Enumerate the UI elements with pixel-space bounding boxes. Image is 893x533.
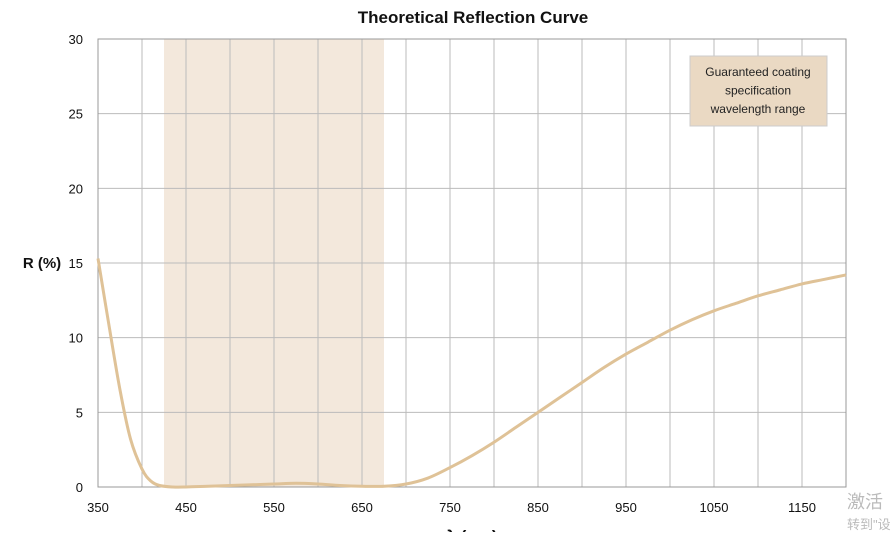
reflection-curve (96, 258, 847, 489)
x-tick-label: 850 (527, 500, 549, 515)
x-tick-label: 350 (87, 500, 109, 515)
x-axis-label: λ (nm) (447, 527, 498, 532)
watermark-line1: 激活 (847, 492, 883, 512)
x-tick-label: 750 (439, 500, 461, 515)
x-tick-label: 1050 (700, 500, 729, 515)
x-tick-label: 450 (175, 500, 197, 515)
y-tick-label: 25 (69, 107, 83, 122)
y-tick-label: 0 (76, 480, 83, 495)
legend-box (689, 55, 828, 127)
y-tick-label: 5 (76, 405, 83, 420)
y-tick-label: 10 (69, 331, 83, 346)
x-tick-label: 1150 (788, 500, 816, 515)
y-tick-label: 20 (69, 181, 83, 196)
chart-title: Theoretical Reflection Curve (357, 8, 589, 27)
x-tick-label: 650 (351, 500, 373, 515)
y-tick-label: 30 (69, 32, 83, 47)
x-tick-label: 550 (263, 500, 285, 515)
y-tick-label: 15 (69, 256, 83, 271)
x-tick-label: 950 (615, 500, 637, 515)
y-axis-label: R (%) (23, 255, 61, 272)
legend-label: Guaranteed coating specification wavelengt… (705, 65, 810, 116)
watermark-line2: 转到"设 (847, 517, 891, 532)
